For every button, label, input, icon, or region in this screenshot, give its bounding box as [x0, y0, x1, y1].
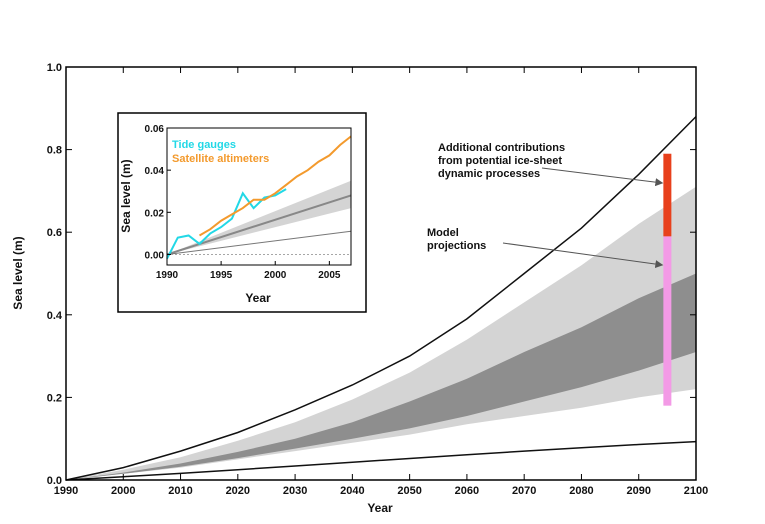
tide-gauge-line — [166, 188, 287, 260]
x-tick-label: 2000 — [111, 485, 135, 497]
x-tick-label: 2080 — [569, 485, 593, 497]
ice-sheet-arrow — [541, 167, 664, 187]
inset-axis-ticks: 1990 1995 2000 2005 0.00 0.02 0.04 0.06 — [145, 124, 341, 281]
ice-sheet-contribution-bar — [663, 153, 672, 237]
outer-projection-band — [66, 186, 696, 481]
ice-sheet-annotation-line1: Additional contributions — [438, 142, 565, 154]
y-tick-label: 0.8 — [47, 145, 62, 157]
x-tick-label: 2010 — [168, 485, 192, 497]
y-tick-label: 0.6 — [47, 227, 62, 239]
model-annotation-line1: Model — [427, 227, 459, 239]
ice-sheet-annotation-line2: from potential ice-sheet — [438, 155, 562, 167]
inset-x-tick-label: 1990 — [156, 270, 179, 281]
inset-x-tick-label: 2000 — [264, 270, 287, 281]
y-tick-label: 0.0 — [47, 475, 62, 487]
x-tick-label: 2060 — [455, 485, 479, 497]
main-projection-bands — [66, 186, 696, 481]
model-annotation-line2: projections — [427, 240, 486, 252]
upper-envelope-line — [65, 116, 697, 481]
main-plot-frame — [65, 66, 697, 481]
main-axis-ticks: 1990 2000 2010 2020 2030 2040 2050 2060 2070 2080… — [47, 62, 709, 497]
y-tick-label: 0.2 — [47, 392, 62, 404]
ice-sheet-annotation-line3: dynamic processes — [438, 168, 540, 180]
inset-projection-center-line — [166, 194, 352, 256]
main-range-bars — [663, 153, 672, 406]
legend-satellite-altimeters: Satellite altimeters — [172, 153, 269, 165]
main-envelope-curves — [65, 116, 697, 481]
inset-y-axis-label: Sea level (m) — [119, 159, 133, 232]
inset-x-axis-label: Year — [245, 291, 271, 305]
inset-y-tick-label: 0.00 — [145, 250, 165, 261]
x-tick-label: 2090 — [626, 485, 650, 497]
inset-x-tick-label: 1995 — [210, 270, 233, 281]
x-tick-label: 2020 — [226, 485, 250, 497]
main-y-axis-label: Sea level (m) — [11, 236, 25, 309]
inset-y-tick-label: 0.04 — [145, 166, 165, 177]
lower-envelope-line — [65, 440, 697, 481]
x-tick-label: 2100 — [684, 485, 708, 497]
legend-tide-gauges: Tide gauges — [172, 139, 236, 151]
x-tick-label: 2070 — [512, 485, 536, 497]
inset-projection-low-line — [166, 230, 352, 255]
annotation-arrows — [502, 167, 664, 269]
x-tick-label: 2040 — [340, 485, 364, 497]
x-tick-label: 2050 — [397, 485, 421, 497]
inset-plot — [166, 135, 352, 260]
inner-projection-band — [66, 273, 696, 480]
model-projection-bar — [663, 236, 672, 406]
inset-projection-band — [167, 180, 351, 255]
inset-y-tick-label: 0.02 — [145, 208, 165, 219]
inset-x-tick-label: 2005 — [318, 270, 341, 281]
model-projection-arrow — [502, 242, 664, 269]
x-tick-label: 1990 — [54, 485, 78, 497]
inset-y-tick-label: 0.06 — [145, 124, 165, 135]
satellite-altimeter-line — [198, 135, 352, 237]
inset-plot-frame — [166, 127, 352, 266]
main-x-axis-label: Year — [367, 501, 393, 515]
y-tick-label: 0.4 — [47, 310, 63, 322]
x-tick-label: 2030 — [283, 485, 307, 497]
y-tick-label: 1.0 — [47, 62, 62, 74]
